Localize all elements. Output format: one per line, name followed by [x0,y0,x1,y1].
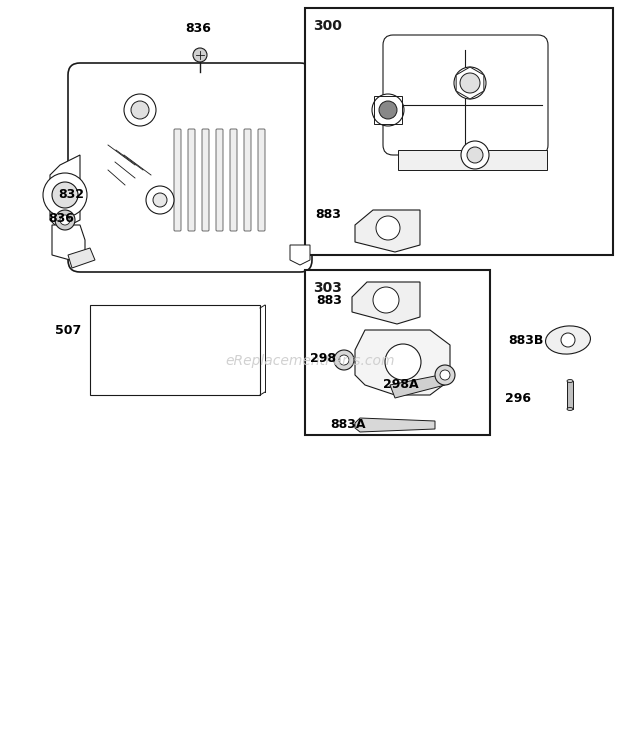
Circle shape [460,73,480,93]
Circle shape [153,193,167,207]
Circle shape [55,210,75,230]
Text: 883: 883 [315,208,341,222]
FancyBboxPatch shape [174,129,181,231]
Polygon shape [355,210,420,252]
Text: 883B: 883B [508,333,543,347]
Polygon shape [355,330,450,395]
Text: eReplacementParts.com: eReplacementParts.com [225,354,395,368]
FancyBboxPatch shape [230,129,237,231]
Bar [90,305,260,395]
Circle shape [373,287,399,313]
Circle shape [131,101,149,119]
Circle shape [60,215,70,225]
Circle shape [379,101,397,119]
Text: 883: 883 [316,293,342,307]
Ellipse shape [567,379,573,382]
FancyBboxPatch shape [383,35,548,155]
Polygon shape [52,225,85,260]
Circle shape [193,48,207,62]
Circle shape [435,365,455,385]
Bar [374,96,402,124]
Circle shape [146,186,174,214]
Circle shape [124,94,156,126]
Polygon shape [398,150,547,170]
Text: 300: 300 [313,19,342,33]
Circle shape [461,141,489,169]
Polygon shape [50,155,80,230]
FancyBboxPatch shape [244,129,251,231]
Polygon shape [567,381,573,409]
Text: 303: 303 [313,281,342,295]
Polygon shape [352,282,420,324]
Text: 296: 296 [505,391,531,405]
Text: 832: 832 [58,188,84,202]
Polygon shape [390,375,445,398]
Polygon shape [290,245,310,265]
FancyBboxPatch shape [258,129,265,231]
Ellipse shape [567,408,573,411]
Bar [305,270,490,435]
Text: 507: 507 [55,324,81,336]
Circle shape [43,173,87,217]
Circle shape [561,333,575,347]
FancyBboxPatch shape [188,129,195,231]
FancyBboxPatch shape [68,63,312,272]
Circle shape [376,216,400,240]
Polygon shape [68,248,95,268]
Polygon shape [456,67,484,99]
Circle shape [467,147,483,163]
Polygon shape [355,418,435,432]
Circle shape [440,370,450,380]
FancyBboxPatch shape [202,129,209,231]
Text: 298A: 298A [383,379,418,391]
Text: 836: 836 [185,22,211,34]
Bar [305,8,613,255]
Circle shape [339,355,349,365]
Ellipse shape [546,326,590,354]
Circle shape [372,94,404,126]
Circle shape [52,182,78,208]
Text: 298: 298 [310,351,336,365]
Circle shape [334,350,354,370]
FancyBboxPatch shape [216,129,223,231]
Circle shape [454,67,486,99]
Text: 883A: 883A [330,418,366,432]
Text: 836: 836 [48,211,74,225]
Circle shape [385,344,421,380]
